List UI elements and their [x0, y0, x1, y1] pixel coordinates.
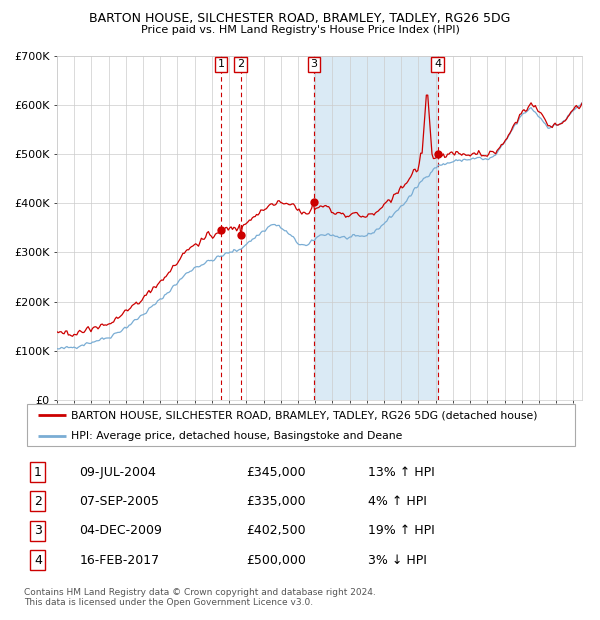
Text: 4: 4	[434, 60, 442, 69]
Text: HPI: Average price, detached house, Basingstoke and Deane: HPI: Average price, detached house, Basi…	[71, 430, 403, 441]
Text: 16-FEB-2017: 16-FEB-2017	[79, 554, 160, 567]
Text: 2: 2	[34, 495, 42, 508]
Text: Contains HM Land Registry data © Crown copyright and database right 2024.
This d: Contains HM Land Registry data © Crown c…	[24, 588, 376, 607]
Text: 1: 1	[34, 466, 42, 479]
Text: 09-JUL-2004: 09-JUL-2004	[79, 466, 157, 479]
FancyBboxPatch shape	[27, 404, 575, 446]
Text: £345,000: £345,000	[246, 466, 305, 479]
Text: BARTON HOUSE, SILCHESTER ROAD, BRAMLEY, TADLEY, RG26 5DG (detached house): BARTON HOUSE, SILCHESTER ROAD, BRAMLEY, …	[71, 410, 538, 420]
Text: BARTON HOUSE, SILCHESTER ROAD, BRAMLEY, TADLEY, RG26 5DG: BARTON HOUSE, SILCHESTER ROAD, BRAMLEY, …	[89, 12, 511, 25]
Text: 3% ↓ HPI: 3% ↓ HPI	[368, 554, 427, 567]
Text: 4% ↑ HPI: 4% ↑ HPI	[368, 495, 427, 508]
Text: £500,000: £500,000	[246, 554, 306, 567]
Text: 3: 3	[34, 525, 42, 537]
Text: 04-DEC-2009: 04-DEC-2009	[79, 525, 163, 537]
Text: £335,000: £335,000	[246, 495, 305, 508]
Text: £402,500: £402,500	[246, 525, 305, 537]
Text: Price paid vs. HM Land Registry's House Price Index (HPI): Price paid vs. HM Land Registry's House …	[140, 25, 460, 35]
Text: 13% ↑ HPI: 13% ↑ HPI	[368, 466, 435, 479]
Bar	[314, 56, 438, 400]
Text: 3: 3	[310, 60, 317, 69]
Text: 4: 4	[34, 554, 42, 567]
Text: 19% ↑ HPI: 19% ↑ HPI	[368, 525, 435, 537]
Text: 1: 1	[217, 60, 224, 69]
Text: 2: 2	[237, 60, 244, 69]
Text: 07-SEP-2005: 07-SEP-2005	[79, 495, 160, 508]
